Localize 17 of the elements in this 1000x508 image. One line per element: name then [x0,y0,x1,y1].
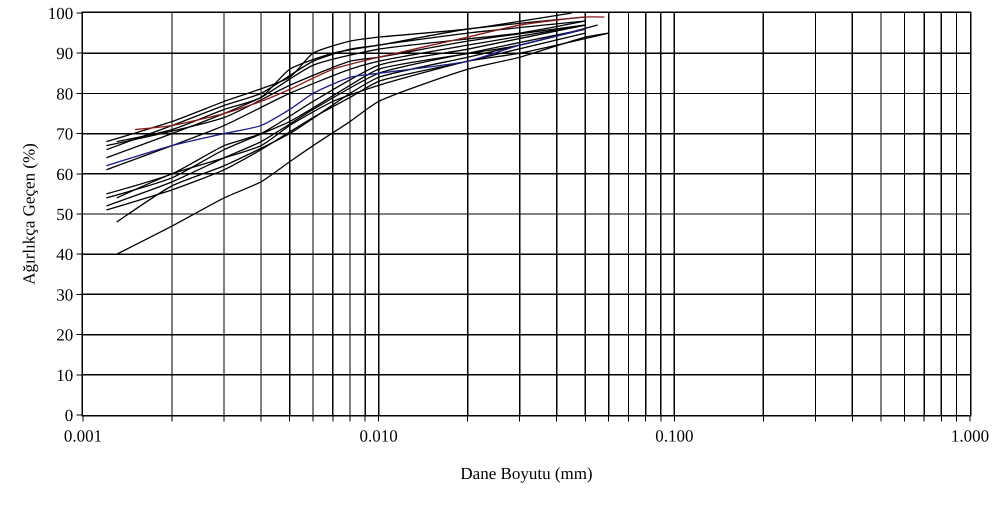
x-axis-title: Dane Boyutu (mm) [460,464,593,483]
x-tick-label: 0.100 [655,426,694,446]
y-axis-title: Ağırlıkça Geçen (%) [20,143,38,285]
x-tick-label: 1.000 [950,426,990,446]
y-tick-label: 100 [48,4,74,23]
x-tick-label: 0.001 [64,426,102,446]
y-tick-label: 10 [56,366,74,385]
y-tick-label: 30 [56,285,74,304]
x-tick-label: 0.010 [360,426,398,446]
y-tick-label: 90 [56,44,74,64]
y-tick-label: 80 [56,84,74,104]
y-tick-label: 50 [56,204,74,224]
y-tick-label: 70 [56,124,74,144]
y-tick-label: 40 [56,245,74,264]
y-tick-label: 0 [64,406,74,425]
y-tick-label: 60 [56,164,74,184]
y-tick-label: 20 [56,326,74,345]
